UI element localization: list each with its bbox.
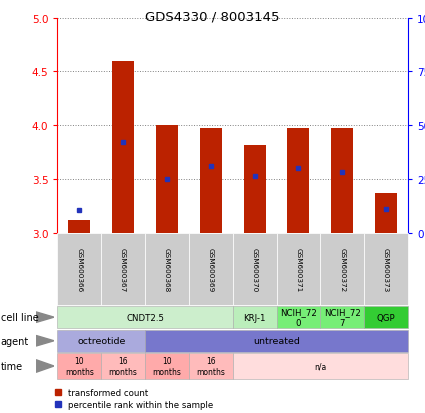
Text: CNDT2.5: CNDT2.5 [126,313,164,322]
Text: 10
months: 10 months [153,356,181,376]
Text: GSM600366: GSM600366 [76,247,82,292]
Bar [375,194,397,233]
Bar [287,129,309,233]
Text: 16
months: 16 months [196,356,225,376]
Text: GSM600371: GSM600371 [295,247,301,292]
Text: cell line: cell line [1,312,39,323]
Text: n/a: n/a [314,362,326,370]
Legend: transformed count, percentile rank within the sample: transformed count, percentile rank withi… [55,388,213,409]
Text: KRJ-1: KRJ-1 [244,313,266,322]
Text: GDS4330 / 8003145: GDS4330 / 8003145 [145,10,280,23]
Text: 10
months: 10 months [65,356,94,376]
Text: GSM600373: GSM600373 [383,247,389,292]
Bar [112,62,134,233]
Polygon shape [36,360,54,373]
Polygon shape [36,336,54,346]
Bar [332,129,353,233]
Text: time: time [1,361,23,371]
Text: GSM600370: GSM600370 [252,247,258,292]
Text: GSM600368: GSM600368 [164,247,170,292]
Polygon shape [36,312,54,323]
Text: NCIH_72
0: NCIH_72 0 [280,308,317,327]
Text: GSM600367: GSM600367 [120,247,126,292]
Text: NCIH_72
7: NCIH_72 7 [324,308,361,327]
Text: GSM600372: GSM600372 [339,247,345,292]
Text: QGP: QGP [377,313,395,322]
Text: untreated: untreated [253,337,300,345]
Text: GSM600369: GSM600369 [208,247,214,292]
Text: agent: agent [1,336,29,346]
Bar [244,145,266,233]
Bar [200,129,222,233]
Bar [156,126,178,233]
Text: 16
months: 16 months [109,356,138,376]
Text: octreotide: octreotide [77,337,125,345]
Bar [68,221,90,233]
